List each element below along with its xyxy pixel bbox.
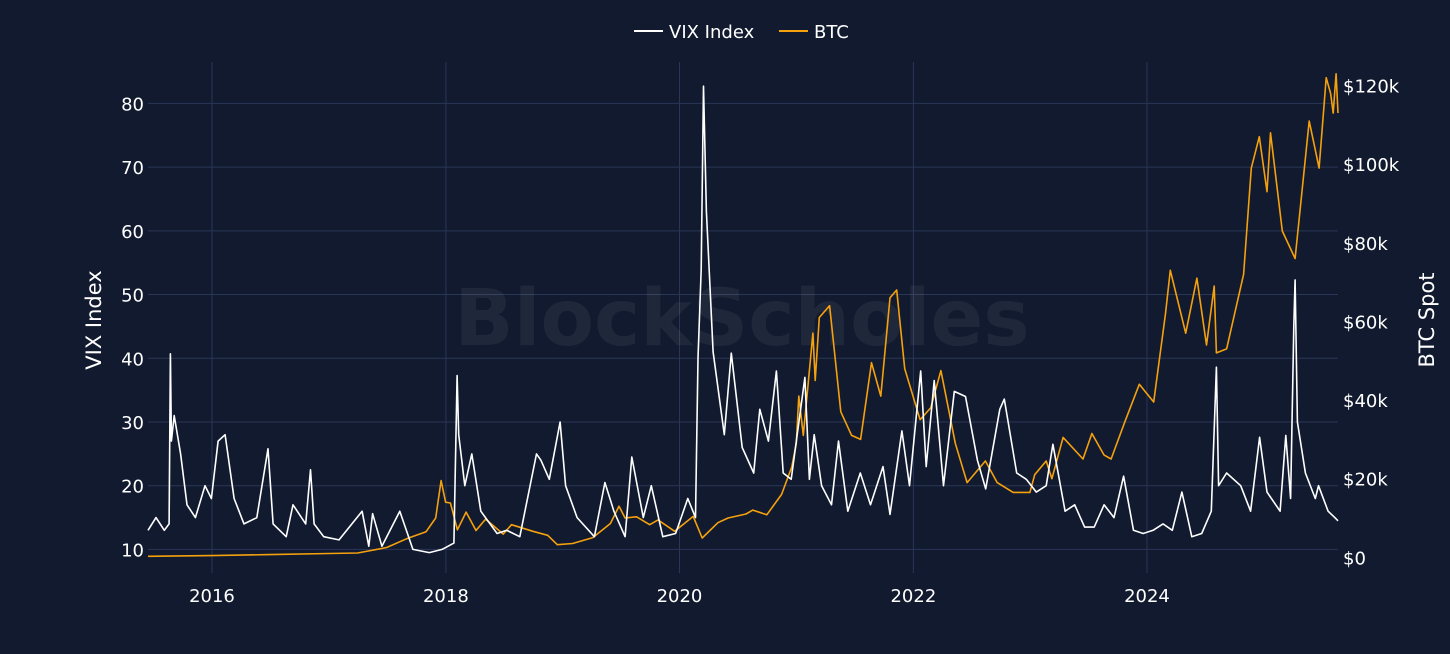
y-right-tick-label-120k: $120k — [1343, 77, 1400, 98]
y-left-tick-label-40: 40 — [121, 349, 144, 370]
y-left-tick-label-20: 20 — [121, 477, 144, 498]
axes: 2016 2018 2020 2022 2024 10 20 30 40 50 60 70 80 $0 $2… — [121, 77, 1400, 607]
x-tick-label-2016: 2016 — [189, 586, 235, 607]
y-left-tick-label-30: 30 — [121, 413, 144, 434]
x-tick-label-2020: 2020 — [657, 586, 703, 607]
legend-label-vix: VIX Index — [669, 22, 755, 43]
legend-item-btc[interactable]: BTC — [779, 22, 849, 43]
watermark-text: BlockScholes — [454, 274, 1029, 364]
grid-lines — [148, 62, 1338, 573]
legend[interactable]: VIX Index BTC — [634, 22, 849, 43]
y-left-tick-label-50: 50 — [121, 286, 144, 307]
y-axis-right-label: BTC Spot — [1415, 272, 1439, 367]
y-right-tick-label-0: $0 — [1343, 548, 1366, 569]
y-left-tick-label-60: 60 — [121, 222, 144, 243]
y-left-tick-label-10: 10 — [121, 540, 144, 561]
x-tick-label-2018: 2018 — [423, 586, 469, 607]
y-right-tick-label-60k: $60k — [1343, 312, 1388, 333]
y-right-tick-label-40k: $40k — [1343, 391, 1388, 412]
legend-item-vix[interactable]: VIX Index — [634, 22, 755, 43]
y-right-tick-label-80k: $80k — [1343, 234, 1388, 255]
y-right-tick-label-20k: $20k — [1343, 470, 1388, 491]
legend-label-btc: BTC — [814, 22, 849, 43]
series-lines — [147, 73, 1339, 558]
series-line-btc — [147, 73, 1339, 558]
y-left-tick-label-70: 70 — [121, 158, 144, 179]
y-axis-left-label: VIX Index — [82, 270, 106, 369]
x-tick-label-2022: 2022 — [890, 586, 936, 607]
series-line-vix-index — [147, 85, 1339, 554]
y-left-tick-label-80: 80 — [121, 94, 144, 115]
y-right-tick-label-100k: $100k — [1343, 155, 1400, 176]
x-tick-label-2024: 2024 — [1124, 586, 1170, 607]
